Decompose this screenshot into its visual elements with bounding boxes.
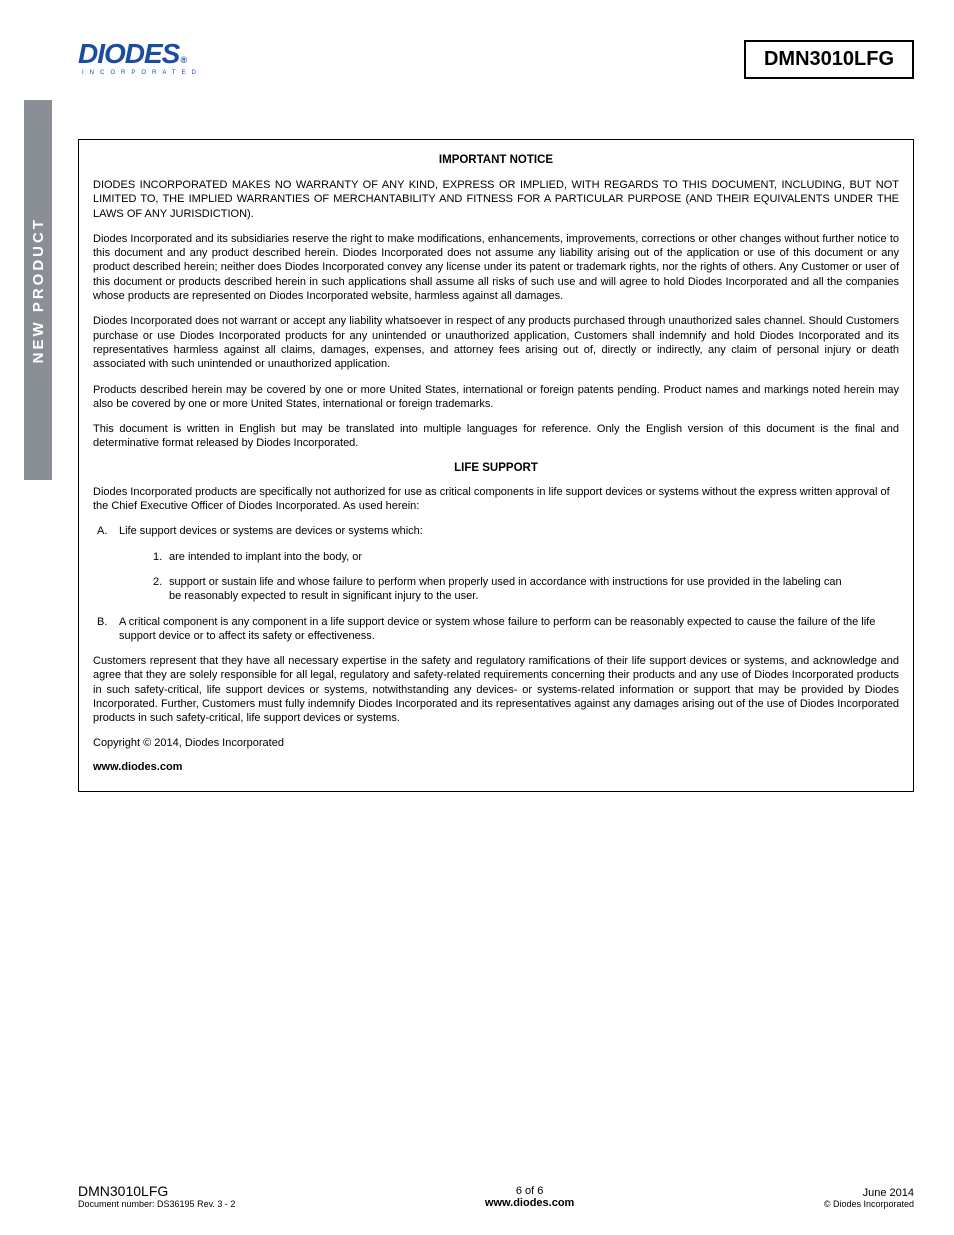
page-footer: DMN3010LFG Document number: DS36195 Rev.… [78,1183,914,1209]
label-a2: 2. [153,575,169,604]
footer-part-number: DMN3010LFG [78,1183,235,1199]
footer-copyright: © Diodes Incorporated [824,1199,914,1209]
notice-p3: Diodes Incorporated does not warrant or … [93,314,899,371]
footer-doc-number: Document number: DS36195 Rev. 3 - 2 [78,1199,235,1209]
footer-page: 6 of 6 [485,1185,574,1197]
footer-date: June 2014 [824,1187,914,1199]
new-product-tab: NEW PRODUCT [24,100,52,480]
label-a: A. [97,524,119,538]
notice-p1: DIODES INCORPORATED MAKES NO WARRANTY OF… [93,178,899,221]
copyright-line: Copyright © 2014, Diodes Incorporated [93,737,899,749]
label-b: B. [97,615,119,644]
notice-p4: Products described herein may be covered… [93,383,899,412]
logo-registered: ® [180,55,186,65]
page-content: DIODES® INCORPORATED DMN3010LFG IMPORTAN… [78,40,914,1195]
label-a1: 1. [153,550,169,564]
text-b: A critical component is any component in… [119,615,899,644]
text-a2: support or sustain life and whose failur… [169,575,849,604]
notice-box: IMPORTANT NOTICE DIODES INCORPORATED MAK… [78,139,914,792]
life-item-b: B. A critical component is any component… [97,615,899,644]
part-number-box: DMN3010LFG [744,40,914,79]
logo-name: DIODES® [78,40,228,68]
company-logo: DIODES® INCORPORATED [78,40,228,76]
notice-p2: Diodes Incorporated and its subsidiaries… [93,232,899,303]
important-notice-title: IMPORTANT NOTICE [93,154,899,166]
text-a1: are intended to implant into the body, o… [169,550,362,564]
life-item-a: A. Life support devices or systems are d… [97,524,899,538]
life-closing: Customers represent that they have all n… [93,654,899,725]
logo-subtitle: INCORPORATED [82,70,228,76]
life-item-a2: 2. support or sustain life and whose fai… [153,575,849,604]
notice-p5: This document is written in English but … [93,422,899,451]
life-item-a1: 1. are intended to implant into the body… [153,550,849,564]
text-a: Life support devices or systems are devi… [119,524,423,538]
footer-right: June 2014 © Diodes Incorporated [824,1187,914,1209]
website-bold: www.diodes.com [93,761,899,773]
header: DIODES® INCORPORATED DMN3010LFG [78,40,914,79]
footer-center: 6 of 6 www.diodes.com [485,1185,574,1209]
footer-website: www.diodes.com [485,1197,574,1209]
life-intro: Diodes Incorporated products are specifi… [93,485,899,514]
new-product-label: NEW PRODUCT [30,217,47,363]
footer-left: DMN3010LFG Document number: DS36195 Rev.… [78,1183,235,1209]
life-support-title: LIFE SUPPORT [93,462,899,474]
